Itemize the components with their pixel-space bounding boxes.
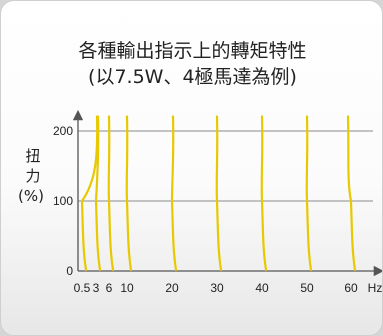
x-tick-label: 40 bbox=[255, 281, 269, 295]
y-tick-label: 200 bbox=[53, 124, 73, 138]
y-tick-label: 0 bbox=[66, 264, 73, 278]
x-tick-label: 10 bbox=[120, 281, 134, 295]
x-tick-label: 30 bbox=[210, 281, 224, 295]
torque-curve-50hz bbox=[305, 115, 313, 272]
torque-curve-0.5hz bbox=[80, 115, 99, 272]
torque-curve-10hz bbox=[125, 115, 133, 272]
y-axis-label: 力 bbox=[25, 167, 40, 185]
x-tick-label: 60 bbox=[344, 281, 358, 295]
torque-curve-6hz bbox=[107, 115, 115, 272]
x-tick-label: 6 bbox=[106, 281, 113, 295]
torque-curve-30hz bbox=[215, 115, 223, 272]
torque-curve-60hz bbox=[346, 115, 357, 272]
chart-title-line1: 各種輸出指示上的轉矩特性 bbox=[78, 40, 307, 62]
x-tick-label: 3 bbox=[93, 281, 100, 295]
chart-title-line2: (以7.5W、4極馬達為例) bbox=[88, 66, 297, 88]
torque-curve-3hz bbox=[94, 115, 102, 272]
y-axis-label: (%) bbox=[18, 187, 44, 205]
x-tick-label: 50 bbox=[300, 281, 314, 295]
x-unit-label: Hz bbox=[368, 281, 383, 295]
torque-curve-20hz bbox=[170, 115, 178, 272]
y-axis-label: 扭 bbox=[25, 147, 40, 165]
x-tick-label: 20 bbox=[165, 281, 179, 295]
x-tick-label: 0.5 bbox=[74, 281, 91, 295]
y-tick-label: 100 bbox=[53, 194, 73, 208]
torque-curve-40hz bbox=[260, 115, 268, 272]
